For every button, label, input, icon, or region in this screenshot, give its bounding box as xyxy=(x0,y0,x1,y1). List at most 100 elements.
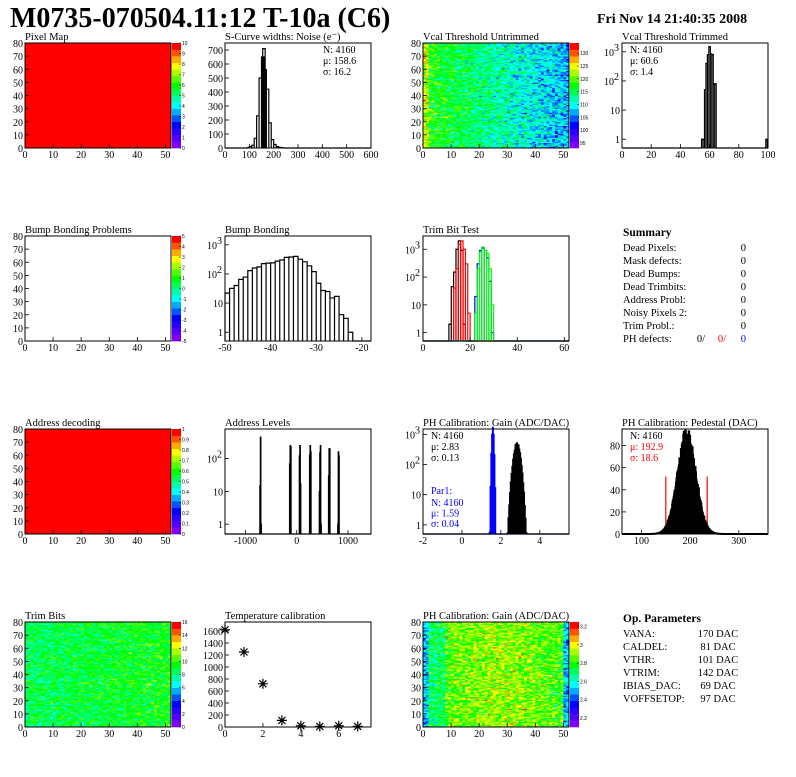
palette-swatch xyxy=(172,102,181,109)
table-label: Dead Bumps: xyxy=(623,269,681,280)
palette-swatch xyxy=(172,122,181,129)
x-tick-label: 200 xyxy=(266,150,281,161)
chart-title: Trim Bit Test xyxy=(423,225,479,236)
x-tick-label: 20 xyxy=(474,150,484,161)
histogram-series-0 xyxy=(423,241,569,341)
palette-tick-label: 4 xyxy=(182,245,185,251)
chart-title: Bump Bonding Problems xyxy=(25,225,132,236)
stats-line: σ: 1.4 xyxy=(630,67,653,78)
stats-line: N: 4160 xyxy=(630,45,663,56)
y-tick-label: 60 xyxy=(411,65,421,76)
plot-frame xyxy=(423,236,569,341)
y-tick-label: 80 xyxy=(13,425,23,436)
palette-tick-label: -3 xyxy=(182,318,187,324)
y-tick-label: 10 xyxy=(13,131,23,142)
palette-tick-label: 110 xyxy=(580,102,588,108)
palette-swatch xyxy=(172,69,181,76)
chart-title: Address Levels xyxy=(225,418,290,429)
x-tick-label: 0 xyxy=(421,343,426,354)
palette-swatch xyxy=(172,89,181,96)
palette-tick-label: 120 xyxy=(580,77,589,83)
y-tick-label: 400 xyxy=(208,88,223,99)
palette-swatch xyxy=(172,436,181,443)
x-tick-label: 10 xyxy=(48,536,58,547)
palette-swatch xyxy=(172,495,181,502)
palette-tick-label: 1 xyxy=(182,276,185,282)
y-tick-label: 40 xyxy=(610,486,620,497)
y-tick-label: 20 xyxy=(411,118,421,129)
chart-title: Address decoding xyxy=(25,418,101,429)
y-tick-label: 1 xyxy=(218,328,223,339)
palette-swatch xyxy=(172,76,181,83)
y-tick-label: 70 xyxy=(13,52,23,63)
palette-swatch xyxy=(172,328,181,335)
y-tick-label: 0 xyxy=(416,144,421,155)
palette-swatch xyxy=(172,521,181,528)
palette-swatch xyxy=(570,141,579,148)
table-label: Mask defects: xyxy=(623,256,682,267)
palette-tick-label: 0 xyxy=(182,287,185,293)
palette-swatch xyxy=(570,96,579,103)
palette-tick-label: 105 xyxy=(580,115,589,121)
palette-swatch xyxy=(172,308,181,315)
chart-title: Vcal Threshold Trimmed xyxy=(622,32,729,43)
palette-swatch xyxy=(172,282,181,289)
histogram-series-0 xyxy=(225,437,371,534)
palette-tick-label: 0.4 xyxy=(182,490,189,496)
x-tick-label: -1000 xyxy=(234,536,257,547)
palette-tick-label: 5 xyxy=(182,94,185,100)
y-tick-label: 30 xyxy=(411,105,421,116)
palette-swatch xyxy=(172,43,181,50)
plot-frame xyxy=(225,429,371,534)
chart-title: Bump Bonding xyxy=(225,225,290,236)
palette-swatch xyxy=(172,135,181,142)
x-tick-label: 30 xyxy=(104,343,114,354)
histogram-series-2 xyxy=(423,248,569,341)
palette-tick-label: 0.8 xyxy=(182,448,189,454)
histogram-series-1 xyxy=(423,241,569,341)
x-tick-label: 10 xyxy=(48,343,58,354)
stats-line: N: 4160 xyxy=(431,431,464,442)
x-tick-label: 20 xyxy=(76,343,86,354)
y-tick-label: 50 xyxy=(13,78,23,89)
palette-swatch xyxy=(172,514,181,521)
palette-swatch xyxy=(172,429,181,436)
palette-swatch xyxy=(570,109,579,116)
y-tick-label: 80 xyxy=(13,232,23,243)
x-tick-label: 60 xyxy=(705,150,715,161)
y-tick-label: 10 xyxy=(207,270,217,281)
y-tick-exponent: 2 xyxy=(415,456,420,467)
x-tick-label: 300 xyxy=(731,536,746,547)
y-tick-label: 1 xyxy=(416,521,421,532)
palette-swatch xyxy=(172,321,181,328)
palette-swatch xyxy=(172,50,181,57)
palette-tick-label: -5 xyxy=(182,339,187,345)
x-tick-label: 10 xyxy=(48,150,58,161)
table-value: 0 xyxy=(741,321,746,332)
palette-swatch xyxy=(570,69,579,76)
table-label: Dead Pixels: xyxy=(623,243,676,254)
ph-defect-value: 0/ xyxy=(697,334,705,345)
x-tick-label: 0 xyxy=(421,150,426,161)
x-tick-label: 60 xyxy=(559,343,569,354)
stats-line: σ: 18.6 xyxy=(630,453,658,464)
palette-tick-label: 0.7 xyxy=(182,459,189,465)
y-tick-exponent: 2 xyxy=(217,450,222,461)
y-tick-label: 10 xyxy=(604,77,614,88)
palette-tick-label: 2 xyxy=(182,125,185,131)
x-tick-label: 1000 xyxy=(338,536,358,547)
palette-tick-label: 5 xyxy=(182,234,185,240)
palette-tick-label: 0.6 xyxy=(182,469,189,475)
x-tick-label: 50 xyxy=(558,150,568,161)
y-tick-label: 10 xyxy=(411,131,421,142)
x-tick-label: 80 xyxy=(734,150,744,161)
x-tick-label: 20 xyxy=(76,150,86,161)
palette-tick-label: 9 xyxy=(182,52,185,58)
y-tick-label: 10 xyxy=(13,324,23,335)
